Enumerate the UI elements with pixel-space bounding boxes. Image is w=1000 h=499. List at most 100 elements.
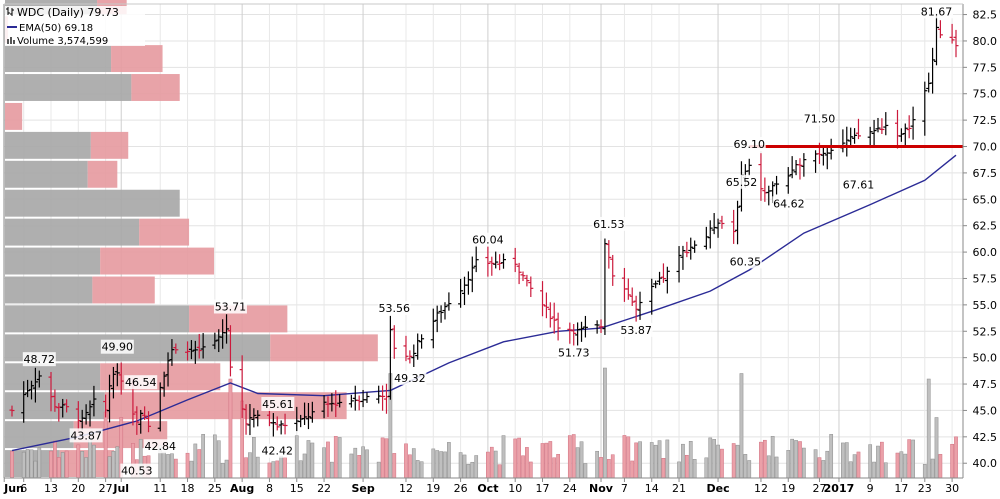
volume-bar [681, 443, 685, 479]
legend-title: WDC (Daily) 79.73 [17, 6, 119, 19]
volume-bar [216, 440, 221, 479]
volume-bar [606, 459, 611, 479]
ohlc-bar [906, 115, 912, 139]
x-tick-label: 17 [894, 482, 908, 495]
volume-bar [384, 438, 389, 479]
volume-bar [770, 436, 775, 479]
ohlc-bar [75, 401, 81, 432]
ohlc-bar [660, 263, 666, 283]
ohlc-bar [391, 325, 397, 359]
price-annotation: 49.90 [100, 339, 134, 354]
ema-line [11, 154, 957, 452]
ohlc-bar [469, 256, 475, 293]
volume-bar [688, 441, 693, 479]
annotation-label: 43.87 [70, 429, 102, 442]
vbp-down-bar [100, 247, 215, 275]
volume-bar [844, 442, 849, 479]
x-tick-label: 9 [867, 482, 874, 495]
ohlc-bar [224, 314, 230, 344]
volume-bar [899, 451, 904, 479]
x-tick-label: 18 [181, 482, 195, 495]
volume-bar [357, 455, 362, 479]
volume-bar [868, 444, 873, 479]
ohlc-bar [567, 322, 573, 344]
ohlc-bar-icon [6, 7, 14, 16]
ohlc-bar [36, 370, 42, 388]
volume-bar [528, 461, 533, 479]
ohlc-bar [774, 175, 780, 195]
volume-bar [552, 457, 557, 479]
vbp-down-bar [90, 131, 129, 159]
x-tick-label: Jul [112, 482, 129, 495]
ohlc-bar [255, 410, 261, 427]
annotation-label: 53.87 [620, 324, 652, 337]
ohlc-bar [933, 13, 939, 66]
volume-bar [841, 442, 845, 479]
x-tick-label: 26 [454, 482, 468, 495]
price-annotation: 49.32 [393, 370, 427, 385]
ohlc-bar [789, 156, 795, 179]
volume-bar [774, 456, 779, 479]
ohlc-bar [582, 315, 588, 338]
ohlc-bar [547, 302, 553, 328]
ohlc-bar [820, 147, 826, 166]
x-tick-label: 15 [290, 482, 304, 495]
volume-bar [107, 456, 112, 479]
ohlc-bar [871, 119, 877, 148]
volume-bar [458, 452, 463, 479]
ohlc-bar [657, 271, 663, 286]
ohlc-bar [610, 254, 616, 286]
vbp-down-bar [92, 276, 155, 304]
volume-bar [56, 457, 61, 479]
volume-bar [763, 439, 767, 479]
legend-ema: EMA(50) 69.18 [19, 23, 93, 34]
ohlc-bar [165, 352, 171, 387]
ohlc-bar [309, 401, 315, 423]
volume-bar [634, 442, 638, 479]
ohlc-bar [64, 399, 70, 413]
ohlc-bar [247, 404, 253, 436]
ohlc-bar [949, 23, 955, 44]
volume-bar [926, 378, 931, 479]
volume-bar [333, 436, 338, 479]
volume-bar [25, 449, 30, 479]
volume-bar [556, 454, 560, 479]
ohlc-bar [60, 398, 66, 418]
vbp-up-bar [5, 247, 101, 275]
ohlc-bar [200, 333, 206, 359]
ohlc-bar [735, 200, 741, 245]
price-annotation: 40.53 [120, 463, 154, 478]
volume-bar [790, 438, 795, 479]
ohlc-bar [142, 406, 148, 420]
volume-bar [517, 437, 521, 479]
x-tick-label: 11 [153, 482, 167, 495]
annotation-label: 65.52 [726, 176, 758, 189]
vbp-down-bar [139, 218, 190, 246]
ohlc-bar [684, 241, 690, 258]
ohlc-bar [87, 400, 93, 427]
volume-bar [353, 447, 358, 479]
volume-bar [626, 436, 631, 479]
volume-bar [712, 439, 716, 479]
volume-bar [380, 437, 385, 479]
ohlc-bar [625, 278, 631, 300]
legend: WDC (Daily) 79.73 EMA(50) 69.18 Volume 3… [5, 6, 145, 47]
ohlc-bar [758, 153, 764, 201]
volume-bar [64, 450, 69, 479]
y-tick-label: 55.0 [973, 299, 998, 312]
ohlc-bar [883, 112, 889, 136]
ohlc-bar [274, 416, 280, 431]
ohlc-bar [243, 404, 249, 435]
ohlc-bar [438, 305, 444, 323]
volume-bar [486, 451, 490, 479]
legend-volume: Volume 3,574,599 [17, 36, 108, 47]
ohlc-bar [855, 118, 861, 140]
volume-bar [271, 461, 276, 479]
ohlc-bar [879, 118, 885, 134]
vbp-up-bar [5, 189, 180, 217]
annotation-label: 61.53 [593, 218, 625, 231]
volume-bar [704, 457, 709, 479]
volume-bar [907, 439, 912, 479]
volume-bar [493, 450, 498, 479]
